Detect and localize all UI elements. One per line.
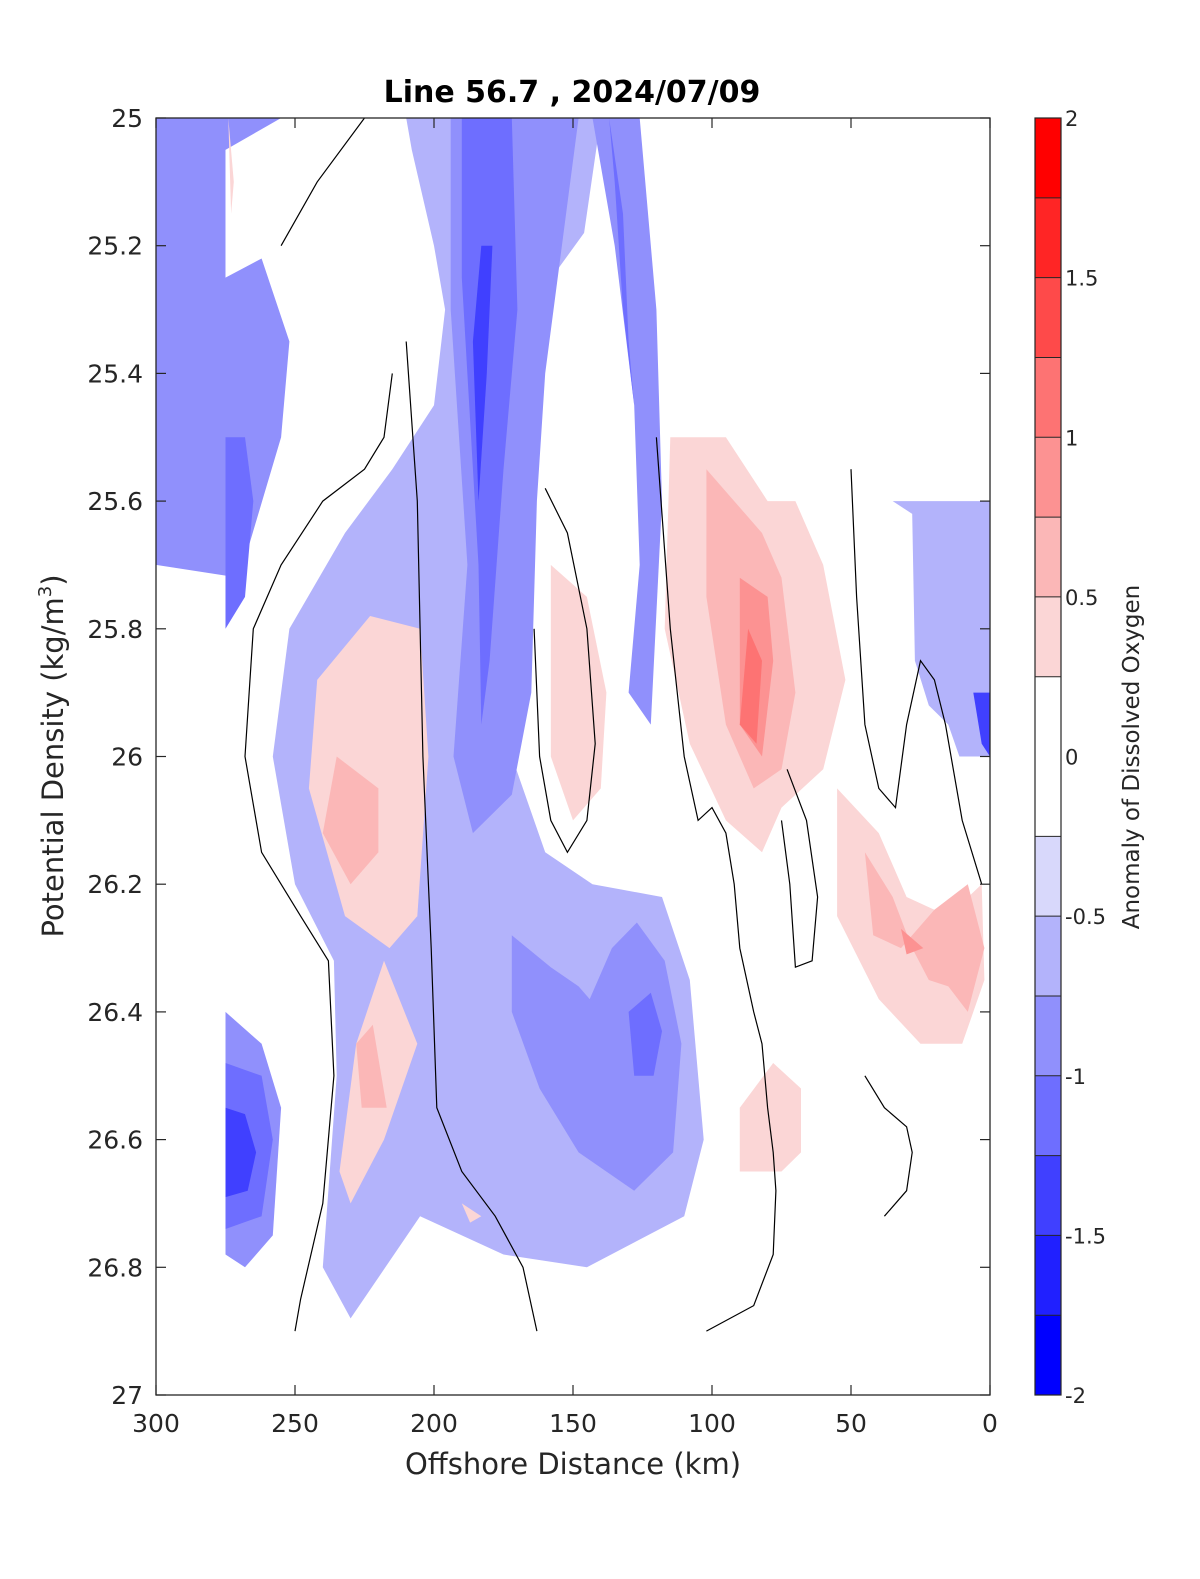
contour-line bbox=[655, 437, 777, 1332]
contour-fill-region bbox=[472, 245, 493, 502]
x-axis: 300 250 200 150 100 50 0 bbox=[132, 118, 998, 1438]
y-axis: 25 25.2 25.4 25.6 25.8 26 26.2 26.4 26.6 26.8 27 bbox=[87, 104, 990, 1410]
contour-fill-region bbox=[461, 118, 518, 725]
contour-fill-region bbox=[225, 1107, 257, 1198]
x-tick-label: 300 bbox=[132, 1409, 180, 1438]
y-tick-label: 26.8 bbox=[87, 1253, 143, 1282]
contour-fill-region bbox=[356, 1024, 387, 1108]
y-axis-label: Potential Density (kg/m3) bbox=[35, 574, 70, 937]
x-tick-label: 250 bbox=[271, 1409, 319, 1438]
colorbar-tick-label: 1 bbox=[1065, 426, 1078, 450]
contour-fill-region bbox=[901, 928, 924, 955]
y-tick-label: 26.6 bbox=[87, 1126, 143, 1155]
x-tick-label: 100 bbox=[688, 1409, 736, 1438]
contour-fill-region bbox=[592, 118, 662, 725]
colorbar-segment bbox=[1035, 596, 1061, 677]
x-axis-label: Offshore Distance (km) bbox=[405, 1447, 741, 1481]
colorbar-tick-label: 0 bbox=[1065, 746, 1078, 770]
x-tick-label: 200 bbox=[410, 1409, 458, 1438]
contour-line bbox=[850, 469, 983, 885]
y-tick-label: 25.2 bbox=[87, 232, 143, 261]
y-tick-label: 26 bbox=[111, 743, 143, 772]
colorbar-segment bbox=[1035, 118, 1061, 198]
y-axis-label-text: Potential Density (kg/m bbox=[36, 597, 70, 937]
y-tick-label: 26.2 bbox=[87, 870, 143, 899]
contour-fill-region bbox=[973, 692, 990, 757]
contour-fill-region bbox=[628, 992, 662, 1076]
colorbar-tick-label: 1.5 bbox=[1065, 267, 1098, 291]
colorbar-segment bbox=[1035, 836, 1061, 917]
contour-fill-region bbox=[550, 564, 607, 821]
colorbar-segment bbox=[1035, 916, 1061, 996]
colorbar-label: Anomaly of Dissolved Oxygen bbox=[1119, 585, 1145, 930]
y-tick-label: 26.4 bbox=[87, 998, 143, 1027]
contour-line bbox=[864, 1075, 913, 1217]
y-tick-label: 25.4 bbox=[87, 359, 143, 388]
contour-fill-region bbox=[511, 922, 682, 1191]
y-axis-label-superscript: 3 bbox=[35, 586, 56, 597]
colorbar-segment bbox=[1035, 995, 1061, 1076]
colorbar-segment bbox=[1035, 277, 1061, 358]
contour-fill-region bbox=[225, 437, 254, 629]
y-tick-label: 25.8 bbox=[87, 615, 143, 644]
chart-title: Line 56.7 , 2024/07/09 bbox=[384, 75, 761, 110]
colorbar: -2 -1.5 -1 -0.5 0 0.5 1 1.5 2 bbox=[1034, 107, 1106, 1408]
contour-fill-region bbox=[892, 501, 990, 757]
x-tick-label: 0 bbox=[982, 1409, 998, 1438]
contour-fill-region bbox=[322, 756, 379, 885]
x-tick-label: 150 bbox=[549, 1409, 597, 1438]
contour-line bbox=[780, 769, 819, 969]
colorbar-segment bbox=[1035, 197, 1061, 278]
colorbar-frame bbox=[1034, 117, 1062, 1396]
y-axis-label-end: ) bbox=[36, 574, 70, 585]
colorbar-tick-label: -2 bbox=[1065, 1384, 1086, 1408]
contour-fill-region bbox=[609, 118, 635, 406]
colorbar-segment bbox=[1035, 1155, 1061, 1236]
colorbar-segment bbox=[1035, 1075, 1061, 1156]
plot-area bbox=[156, 117, 990, 1332]
colorbar-tick-label: 2 bbox=[1065, 107, 1078, 131]
contour-fill-region bbox=[864, 852, 985, 1012]
colorbar-tick-label: -0.5 bbox=[1065, 905, 1106, 929]
contour-fill-region bbox=[228, 118, 234, 214]
x-tick-label: 50 bbox=[835, 1409, 867, 1438]
colorbar-tick-label: 0.5 bbox=[1065, 586, 1098, 610]
colorbar-segment bbox=[1035, 1315, 1061, 1395]
y-tick-label: 27 bbox=[111, 1381, 143, 1410]
contour-line bbox=[533, 488, 596, 854]
colorbar-segment bbox=[1035, 357, 1061, 438]
colorbar-segment bbox=[1035, 437, 1061, 518]
contour-line bbox=[280, 117, 365, 246]
y-tick-label: 25.6 bbox=[87, 487, 143, 516]
colorbar-tick-label: -1.5 bbox=[1065, 1224, 1106, 1248]
contour-fill-region bbox=[156, 118, 290, 578]
colorbar-segment bbox=[1035, 676, 1061, 837]
colorbar-segment bbox=[1035, 517, 1061, 597]
y-tick-label: 25 bbox=[111, 104, 143, 133]
contour-fill-region bbox=[739, 628, 762, 744]
contour-fill-region bbox=[739, 1063, 801, 1172]
contour-fill-region bbox=[461, 1203, 482, 1223]
contour-line bbox=[244, 373, 393, 1332]
colorbar-segment bbox=[1035, 1235, 1061, 1316]
colorbar-tick-label: -1 bbox=[1065, 1065, 1086, 1089]
contour-line bbox=[405, 341, 538, 1332]
